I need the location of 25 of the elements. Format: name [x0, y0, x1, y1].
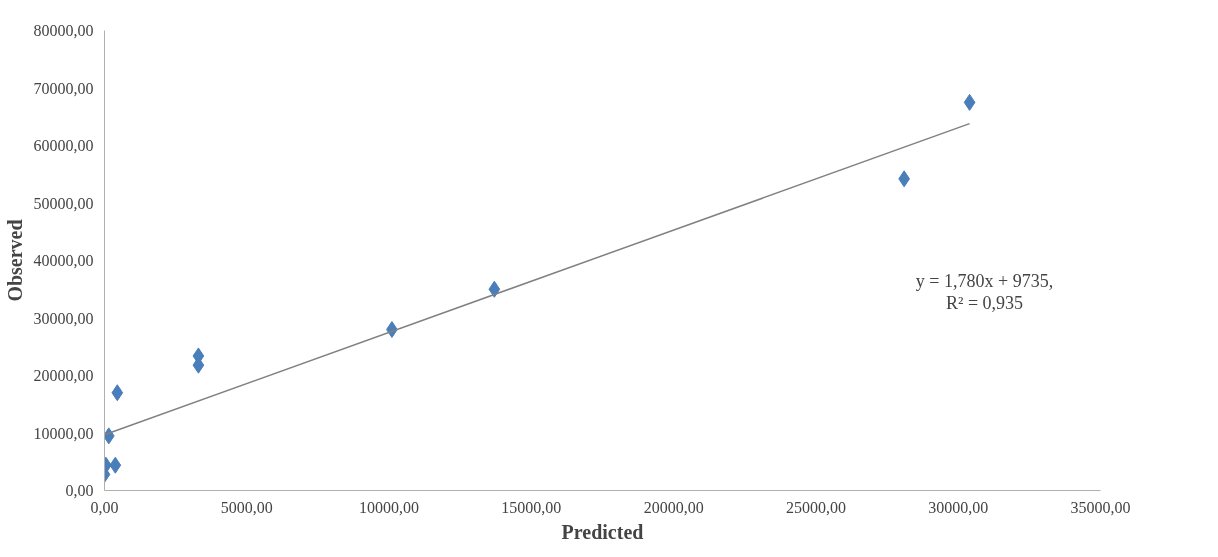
y-axis-title: Observed: [3, 219, 26, 302]
y-tick-label: 50000,00: [33, 194, 94, 212]
x-tick-label: 5000,00: [220, 498, 273, 516]
x-tick-label: 30000,00: [928, 498, 989, 516]
x-tick-label: 35000,00: [1070, 498, 1131, 516]
y-tick-label: 30000,00: [33, 309, 94, 327]
x-axis-title: Predicted: [561, 520, 644, 543]
x-tick-label: 15000,00: [501, 498, 562, 516]
y-tick-label: 0,00: [65, 482, 94, 499]
y-tick-label: 60000,00: [33, 137, 94, 154]
y-tick-label: 20000,00: [33, 367, 94, 384]
x-tick-label: 0,00: [90, 498, 119, 516]
point: [109, 456, 122, 474]
annotation: R² = 0,935: [945, 292, 1024, 313]
point: [111, 384, 124, 402]
point: [963, 93, 976, 111]
y-tick-label: 80000,00: [33, 22, 94, 39]
y-tick-label: 10000,00: [33, 424, 94, 442]
annotation: y = 1,780x + 9735,: [915, 270, 1054, 291]
y-tick-label: 70000,00: [33, 79, 94, 97]
point: [488, 280, 501, 298]
y-tick-label: 40000,00: [33, 252, 94, 269]
x-tick-label: 20000,00: [643, 498, 704, 516]
x-tick-label: 10000,00: [359, 498, 420, 516]
x-tick-label: 25000,00: [785, 498, 846, 516]
